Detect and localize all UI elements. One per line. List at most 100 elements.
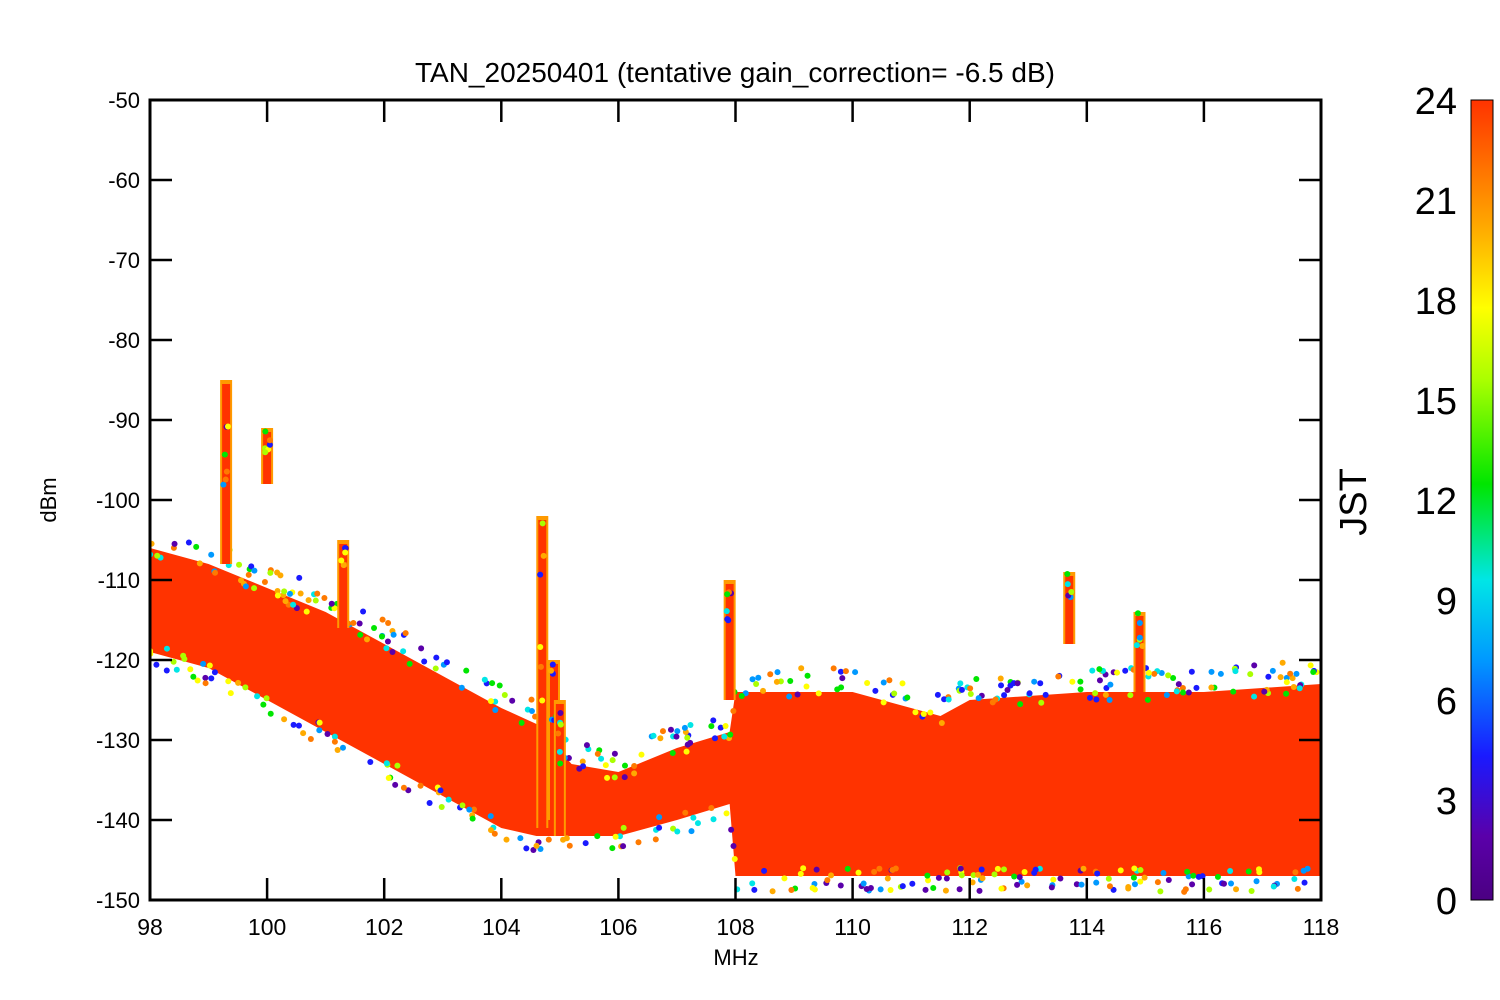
fringe-marker <box>1145 669 1152 676</box>
fringe-marker <box>1179 685 1186 692</box>
fringe-marker <box>1220 880 1227 887</box>
fringe-marker <box>669 749 676 756</box>
x-tick-label: 106 <box>599 914 637 940</box>
fringe-marker <box>1296 685 1303 692</box>
fringe-marker <box>942 887 949 894</box>
fringe-marker <box>842 668 849 675</box>
fringe-marker <box>563 835 570 842</box>
fringe-marker <box>1106 883 1113 890</box>
fringe-marker <box>604 774 611 781</box>
fringe-marker <box>738 693 745 700</box>
fringe-marker <box>1289 675 1296 682</box>
signal-spike <box>339 544 348 628</box>
fringe-marker <box>1245 868 1252 875</box>
fringe-marker <box>781 875 788 882</box>
fringe-marker <box>466 806 473 813</box>
fringe-marker <box>855 869 862 876</box>
fringe-marker <box>261 579 268 586</box>
fringe-marker <box>909 880 916 887</box>
fringe-marker <box>1117 867 1124 874</box>
fringe-marker <box>683 748 690 755</box>
x-tick-label: 104 <box>482 914 521 940</box>
fringe-marker <box>445 796 452 803</box>
x-tick-labels: 98 100 102 104 106 108 110 112 114 116 118 <box>137 914 1339 940</box>
fringe-marker <box>1255 866 1262 873</box>
fringe-marker <box>357 631 364 638</box>
fringe-marker <box>356 620 363 627</box>
signal-spike-marker <box>1136 634 1143 641</box>
fringe-marker <box>1165 672 1172 679</box>
fringe-marker <box>710 816 717 823</box>
fringe-marker <box>528 708 535 715</box>
fringe-marker <box>471 806 478 813</box>
signal-spike-marker <box>548 667 555 674</box>
fringe-marker <box>1077 678 1084 685</box>
fringe-marker <box>509 697 516 704</box>
fringe-marker <box>1014 680 1021 687</box>
colorbar-tick-label: 3 <box>1436 781 1457 823</box>
fringe-marker <box>438 803 445 810</box>
fringe-marker <box>1026 690 1033 697</box>
fringe-marker <box>804 672 811 679</box>
fringe-marker <box>631 763 638 770</box>
fringe-marker <box>749 676 756 683</box>
x-tick-label: 98 <box>137 914 163 940</box>
fringe-marker <box>958 872 965 879</box>
signal-spike-marker <box>338 557 345 564</box>
fringe-marker <box>944 869 951 876</box>
fringe-marker <box>290 721 297 728</box>
colorbar-tick-label: 9 <box>1436 581 1457 623</box>
fringe-marker <box>363 636 370 643</box>
fringe-marker <box>185 539 192 546</box>
fringe-marker <box>687 722 694 729</box>
fringe-marker <box>684 734 691 741</box>
fringe-marker <box>927 709 934 716</box>
fringe-marker <box>1248 887 1255 894</box>
fringe-marker <box>307 735 314 742</box>
fringe-marker <box>753 681 760 688</box>
fringe-marker <box>1130 874 1137 881</box>
fringe-marker <box>880 699 887 706</box>
fringe-marker <box>1037 680 1044 687</box>
fringe-marker <box>774 669 781 676</box>
fringe-marker <box>406 660 413 667</box>
fringe-marker <box>694 820 701 827</box>
signal-spike-marker <box>222 476 229 483</box>
fringe-marker <box>620 824 627 831</box>
fringe-marker <box>992 696 999 703</box>
signal-spike-marker <box>724 591 731 598</box>
fringe-marker <box>602 762 609 769</box>
signal-spike-marker <box>557 709 564 716</box>
x-tick-label: 112 <box>951 914 988 940</box>
fringe-marker <box>1287 670 1294 677</box>
fringe-marker <box>1301 879 1308 886</box>
fringe-marker <box>392 781 399 788</box>
colorbar-tick-label: 12 <box>1415 481 1457 523</box>
colorbar-tick-labels: 0 3 6 9 12 15 18 21 24 <box>1415 81 1457 923</box>
fringe-marker <box>1283 674 1290 681</box>
fringe-marker <box>400 784 407 791</box>
fringe-marker <box>889 866 896 873</box>
fringe-marker <box>579 758 586 765</box>
x-tick-label: 116 <box>1186 914 1223 940</box>
fringe-marker <box>170 658 177 665</box>
fringe-marker <box>1092 690 1099 697</box>
fringe-marker <box>621 762 628 769</box>
fringe-marker <box>582 840 589 847</box>
fringe-marker <box>611 774 618 781</box>
fringe-marker <box>1078 881 1085 888</box>
fringe-marker <box>394 762 401 769</box>
fringe-marker <box>225 678 232 685</box>
signal-spike-marker <box>1136 620 1143 627</box>
colorbar-tick-label: 24 <box>1415 81 1457 123</box>
fringe-marker <box>545 836 552 843</box>
fringe-marker <box>1283 690 1290 697</box>
fringe-marker <box>202 674 209 681</box>
fringe-marker <box>523 845 530 852</box>
fringe-marker <box>426 799 433 806</box>
fringe-marker <box>969 879 976 886</box>
fringe-marker <box>496 682 503 689</box>
fringe-marker <box>837 668 844 675</box>
fringe-marker <box>844 865 851 872</box>
fringe-marker <box>1057 875 1064 882</box>
